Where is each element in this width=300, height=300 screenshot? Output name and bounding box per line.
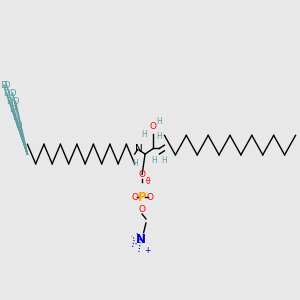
- Text: H: H: [156, 117, 162, 126]
- Text: H: H: [151, 157, 157, 166]
- Text: D: D: [15, 121, 22, 130]
- Text: H: H: [133, 159, 138, 168]
- Text: D: D: [3, 81, 10, 90]
- Text: D: D: [12, 113, 19, 122]
- Text: +: +: [144, 246, 151, 255]
- Text: O: O: [147, 193, 154, 202]
- Text: D: D: [9, 105, 16, 114]
- Text: D: D: [0, 81, 7, 90]
- Text: O: O: [149, 122, 156, 130]
- Text: H: H: [141, 130, 146, 139]
- Text: H: H: [161, 156, 167, 165]
- Text: N: N: [136, 233, 146, 246]
- Text: θ: θ: [146, 178, 150, 187]
- Text: D: D: [6, 97, 13, 106]
- Text: D: D: [12, 97, 19, 106]
- Text: O: O: [131, 193, 138, 202]
- Text: D: D: [9, 89, 16, 98]
- Text: N: N: [134, 144, 142, 154]
- Text: D: D: [3, 89, 10, 98]
- Text: O: O: [139, 205, 145, 214]
- Text: H: H: [156, 132, 162, 141]
- Text: P: P: [138, 190, 146, 203]
- Text: O: O: [139, 170, 145, 179]
